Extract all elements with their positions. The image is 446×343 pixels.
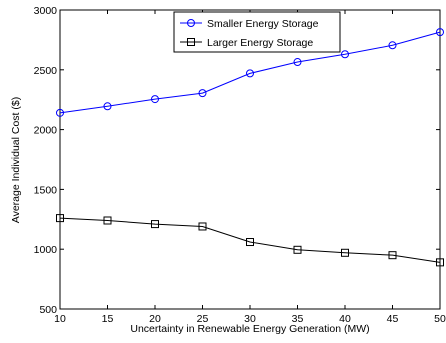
data-point-larger-20 <box>151 220 159 229</box>
data-point-smaller-25 <box>198 89 207 98</box>
plot-area <box>59 9 441 310</box>
y-axis: 500 1000 1500 2000 2500 3000 <box>34 5 440 316</box>
y-tick-label-500: 500 <box>39 304 57 316</box>
legend: Smaller Energy Storage Larger Energy Sto… <box>173 11 341 53</box>
data-point-larger-10 <box>56 214 64 223</box>
x-tick-label-15: 15 <box>102 313 114 325</box>
x-tick-label-20: 20 <box>149 313 161 325</box>
data-point-smaller-10 <box>56 108 64 117</box>
x-axis: 10 15 20 25 30 35 40 45 50 <box>54 10 446 325</box>
data-point-smaller-40 <box>341 50 349 59</box>
x-tick-label-10: 10 <box>54 313 66 325</box>
series-layer <box>56 28 444 267</box>
legend-label-smaller: Smaller Energy Storage <box>207 18 319 30</box>
x-tick-label-40: 40 <box>339 313 351 325</box>
data-point-smaller-20 <box>151 95 159 104</box>
data-point-smaller-30 <box>246 69 254 78</box>
data-point-larger-15 <box>103 216 112 225</box>
data-point-smaller-45 <box>388 41 397 50</box>
x-tick-label-35: 35 <box>292 313 304 325</box>
y-tick-label-3000: 3000 <box>34 5 58 17</box>
y-tick-label-2500: 2500 <box>34 65 58 77</box>
legend-marker-larger <box>187 38 195 46</box>
x-tick-label-50: 50 <box>434 313 446 325</box>
legend-box <box>173 11 341 53</box>
data-point-larger-30 <box>246 238 254 247</box>
data-point-larger-25 <box>198 222 207 231</box>
y-tick-label-1000: 1000 <box>34 244 58 256</box>
y-tick-label-2000: 2000 <box>34 125 58 137</box>
x-tick-label-30: 30 <box>244 313 256 325</box>
data-point-smaller-35 <box>293 58 302 67</box>
x-tick-label-45: 45 <box>387 313 399 325</box>
data-point-larger-50 <box>436 258 444 267</box>
y-axis-label: Average Individual Cost ($) <box>10 97 22 223</box>
series-line-smaller <box>59 31 441 114</box>
data-point-larger-35 <box>293 245 302 254</box>
x-axis-label: Uncertainty in Renewable Energy Generati… <box>130 323 369 335</box>
data-point-larger-40 <box>341 248 349 257</box>
data-point-smaller-50 <box>436 28 444 37</box>
data-point-larger-45 <box>388 251 397 260</box>
series-line-larger <box>59 217 441 263</box>
legend-label-larger: Larger Energy Storage <box>207 37 313 49</box>
legend-marker-smaller <box>187 19 195 27</box>
x-tick-label-25: 25 <box>197 313 209 325</box>
data-point-smaller-15 <box>103 102 112 111</box>
y-tick-label-1500: 1500 <box>34 184 58 196</box>
